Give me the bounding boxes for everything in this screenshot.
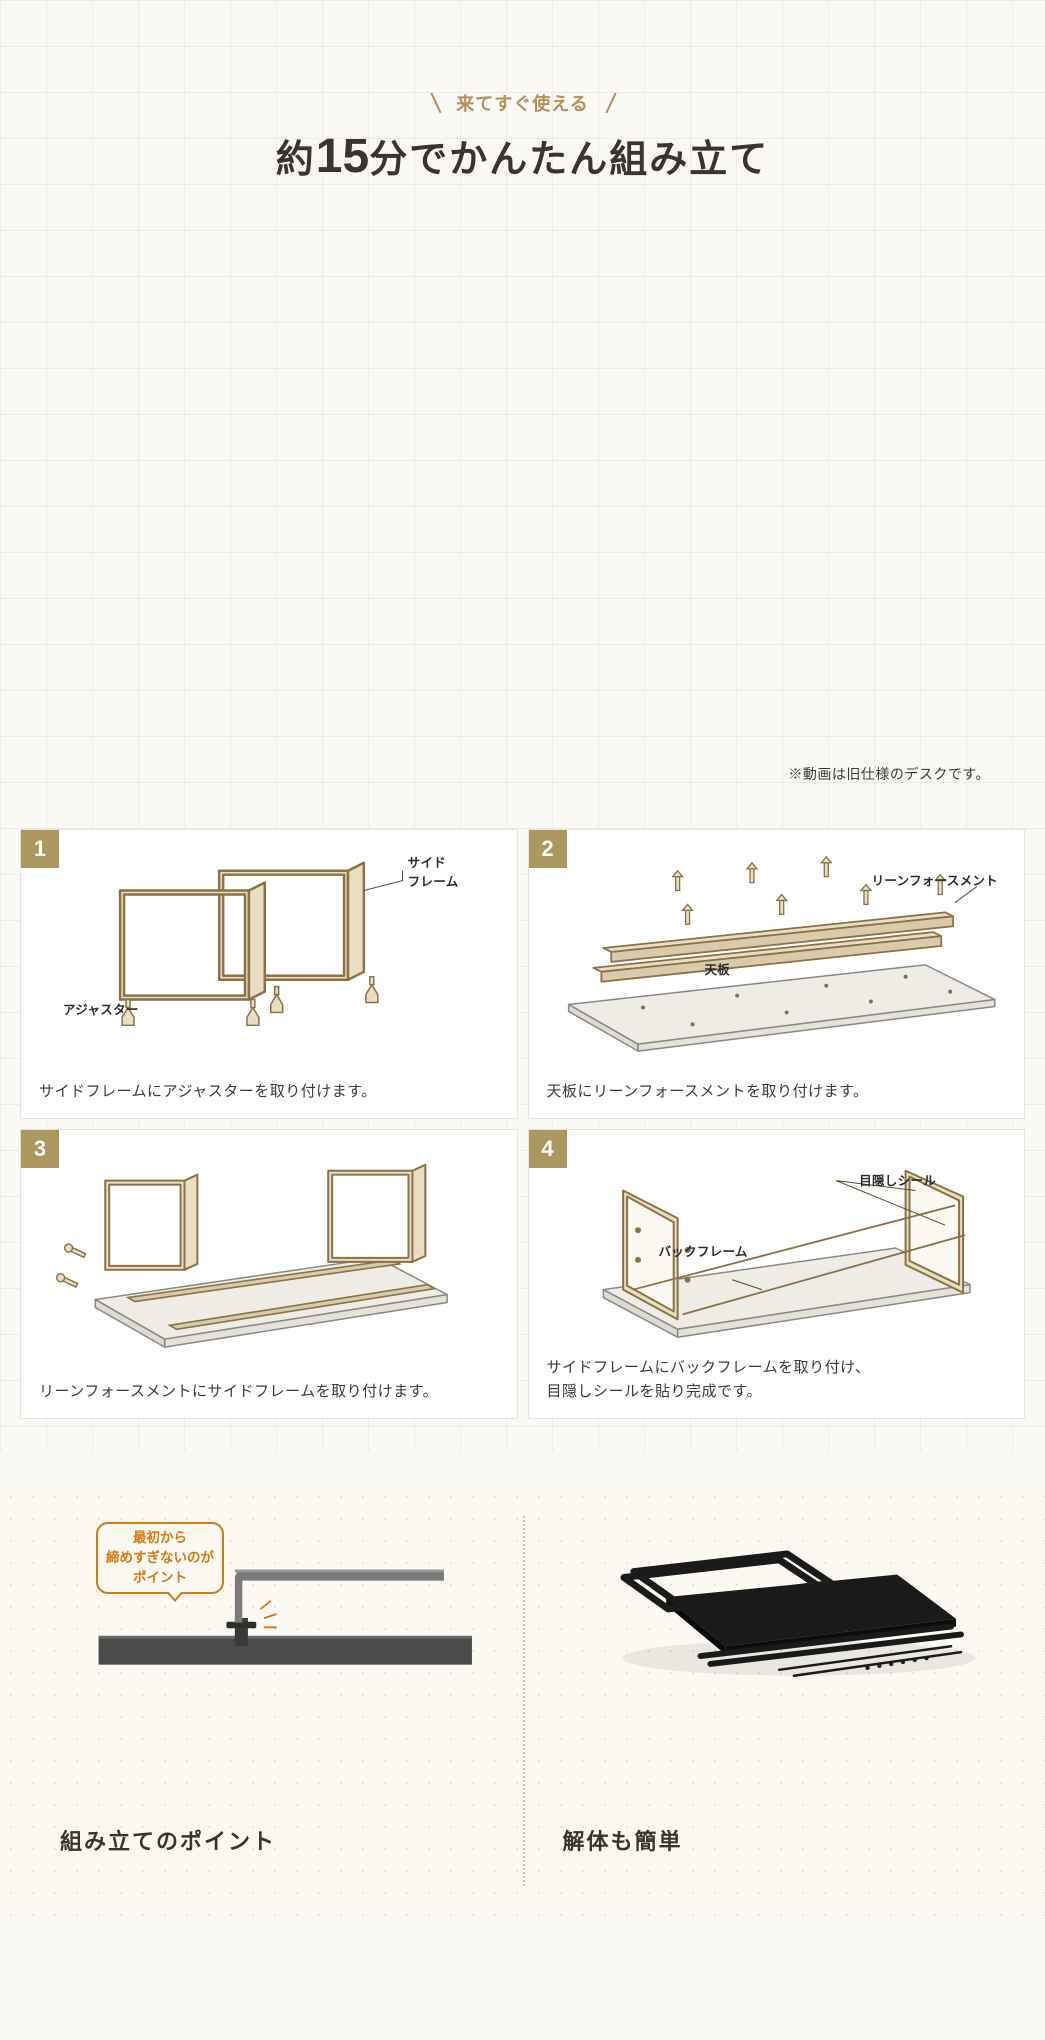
- video-placeholder: [0, 224, 1045, 764]
- step-illustration-4: 目隠しシール バックフレーム: [529, 1130, 1025, 1370]
- step-card-1: 1: [20, 829, 518, 1119]
- tip-disassembly: 解体も簡単: [523, 1534, 1026, 1856]
- tips-section: 最初から 締めすぎないのが ポイント 組み立てのポイン: [0, 1486, 1045, 1916]
- step-card-3: 3: [20, 1129, 518, 1419]
- tip-left-illustration: 最初から 締めすぎないのが ポイント: [60, 1534, 483, 1674]
- headline-prefix: 約: [276, 139, 316, 181]
- step-caption: リーンフォースメントにサイドフレームを取り付けます。: [39, 1380, 499, 1404]
- tip-bubble: 最初から 締めすぎないのが ポイント: [96, 1522, 224, 1594]
- step-illustration-1: サイド フレーム アジャスター: [21, 830, 517, 1070]
- label-back-frame: バックフレーム: [659, 1241, 748, 1260]
- tip-assembly-point: 最初から 締めすぎないのが ポイント 組み立てのポイン: [20, 1534, 523, 1856]
- label-side-frame: サイド フレーム: [408, 852, 459, 890]
- step-card-2: 2: [528, 829, 1026, 1119]
- headline-rest: でかんたん組み立て: [409, 139, 769, 181]
- step-caption: サイドフレームにアジャスターを取り付けます。: [39, 1080, 499, 1104]
- step-caption: サイドフレームにバックフレームを取り付け、 目隠しシールを貼り完成です。: [547, 1356, 1007, 1404]
- label-cover-seal: 目隠しシール: [859, 1170, 936, 1189]
- tip-left-title: 組み立てのポイント: [60, 1824, 483, 1856]
- steps-grid: 1: [0, 829, 1045, 1419]
- step-illustration-3: [21, 1130, 517, 1370]
- tagline-text: 来てすぐ使える: [456, 90, 588, 116]
- headline: 約15分でかんたん組み立て: [0, 128, 1045, 184]
- tagline-row: 来てすぐ使える: [424, 90, 620, 116]
- tip-right-illustration: [563, 1534, 986, 1674]
- tip-right-title: 解体も簡単: [563, 1824, 986, 1856]
- step-caption: 天板にリーンフォースメントを取り付けます。: [547, 1080, 1007, 1104]
- label-top-board: 天板: [705, 959, 731, 978]
- hero-section: 来てすぐ使える 約15分でかんたん組み立て: [0, 0, 1045, 184]
- label-reinforcement: リーンフォースメント: [872, 870, 998, 889]
- headline-unit: 分: [369, 139, 409, 181]
- video-note: ※動画は旧仕様のデスクです。: [0, 764, 1045, 829]
- slash-right-icon: [599, 92, 621, 114]
- label-adjuster: アジャスター: [63, 999, 139, 1018]
- step-illustration-2: リーンフォースメント 天板: [529, 830, 1025, 1070]
- slash-left-icon: [424, 92, 446, 114]
- step-card-4: 4: [528, 1129, 1026, 1419]
- headline-number: 15: [316, 130, 369, 183]
